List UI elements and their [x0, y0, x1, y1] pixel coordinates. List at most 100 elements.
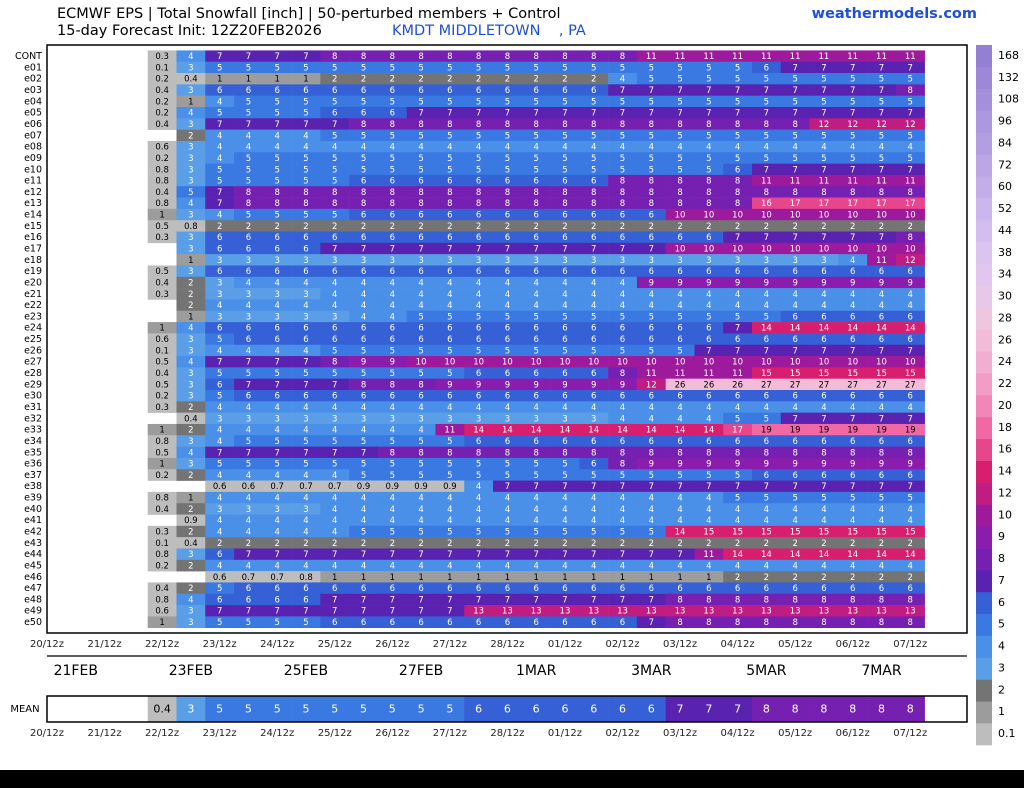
cell-value: 6 [303, 324, 308, 334]
cell [147, 537, 177, 549]
row-label: e45 [24, 560, 42, 571]
cell [751, 537, 782, 549]
cell-value: 5 [533, 63, 538, 73]
cell [147, 401, 177, 413]
cell-value: 0.9 [357, 482, 371, 492]
cell [838, 401, 868, 413]
cell-value: 2 [188, 505, 193, 515]
cell [809, 491, 839, 504]
cell-value: 6 [677, 335, 682, 345]
cell-value: 0.4 [155, 120, 169, 130]
cell-value: 2 [447, 539, 452, 549]
cell-value: 4 [850, 143, 855, 153]
cell [406, 605, 436, 617]
cell [636, 378, 666, 391]
cell-value: 13 [560, 607, 571, 617]
cell-value: 13 [531, 607, 542, 617]
x-tick-label: 07/12z [893, 639, 927, 650]
cell-value: 10 [790, 245, 801, 255]
cell [377, 356, 407, 368]
cell-value: 6 [246, 392, 251, 402]
colorbar-box [976, 482, 992, 505]
x-tick-label: 02/12z [605, 639, 639, 650]
cell-value: 8 [303, 199, 308, 209]
cell [262, 152, 292, 164]
cell [147, 356, 177, 368]
cell-value: 4 [620, 414, 625, 424]
cell-value: 1 [418, 573, 423, 583]
cell [464, 186, 494, 198]
cell [320, 491, 350, 504]
cell-value: 5 [361, 369, 366, 379]
cell-value: 5 [390, 165, 395, 175]
cell-value: 4 [217, 143, 222, 153]
cell-value: 5 [562, 131, 567, 141]
cell [377, 129, 407, 142]
cell-value: 11 [819, 177, 830, 187]
cell-value: 6 [447, 324, 452, 334]
cell [579, 299, 609, 312]
cell [493, 469, 523, 481]
cell-value: 3 [188, 618, 193, 628]
cell-value: 6 [649, 267, 654, 277]
cell [435, 186, 465, 198]
cell [377, 140, 407, 153]
cell [464, 333, 494, 346]
cell [550, 310, 580, 323]
cell [895, 616, 925, 629]
cell-value: 3 [246, 505, 251, 515]
cell-value: 7 [620, 109, 625, 119]
cell-value: 4 [361, 561, 366, 571]
cell [234, 491, 264, 504]
cell-value: 5 [390, 154, 395, 164]
cell-value: 4 [476, 516, 481, 526]
cell-value: 6 [533, 177, 538, 187]
cell-value: 7 [390, 245, 395, 255]
cell [262, 310, 292, 323]
cell [809, 95, 839, 108]
cell-value: 9 [792, 460, 797, 470]
cell [723, 322, 753, 334]
cell-value: 8 [418, 380, 423, 390]
cell [636, 605, 666, 617]
cell-value: 13 [905, 607, 916, 617]
cell [262, 163, 292, 176]
cell-value: 11 [876, 177, 887, 187]
cell [867, 344, 897, 357]
cell-value: 8 [706, 177, 711, 187]
cell [262, 469, 292, 481]
cell [493, 174, 523, 187]
cell-value: 5 [476, 471, 481, 481]
cell-value: 7 [274, 120, 279, 130]
cell [320, 480, 350, 493]
cell-value: 0.7 [299, 482, 313, 492]
cell-value: 6 [792, 392, 797, 402]
cell [608, 84, 638, 96]
cell-value: 4 [418, 143, 423, 153]
cell [320, 537, 350, 549]
cell [349, 208, 379, 221]
colorbar-label: 9 [998, 530, 1005, 543]
cell-value: 5 [246, 211, 251, 221]
cell-value: 0.5 [155, 358, 169, 368]
cell-value: 4 [908, 143, 913, 153]
cell-value: 4 [735, 290, 740, 300]
row-label: e19 [24, 266, 42, 277]
cell-value: 4 [447, 278, 452, 288]
cell [895, 140, 925, 153]
cell [464, 288, 494, 300]
cell-value: 6 [591, 211, 596, 221]
cell-value: 5 [361, 460, 366, 470]
cell [838, 469, 868, 481]
cell-value: 7 [620, 86, 625, 96]
mean-x-tick-label: 03/12z [663, 728, 697, 739]
cell-value: 5 [447, 312, 452, 322]
cell [636, 491, 666, 504]
cell-value: 3 [274, 414, 279, 424]
cell [780, 582, 810, 595]
cell [694, 503, 724, 515]
cell-value: 4 [677, 505, 682, 515]
cell-value: 8 [649, 120, 654, 130]
cell-value: 4 [361, 301, 366, 311]
cell-value: 3 [188, 63, 193, 73]
